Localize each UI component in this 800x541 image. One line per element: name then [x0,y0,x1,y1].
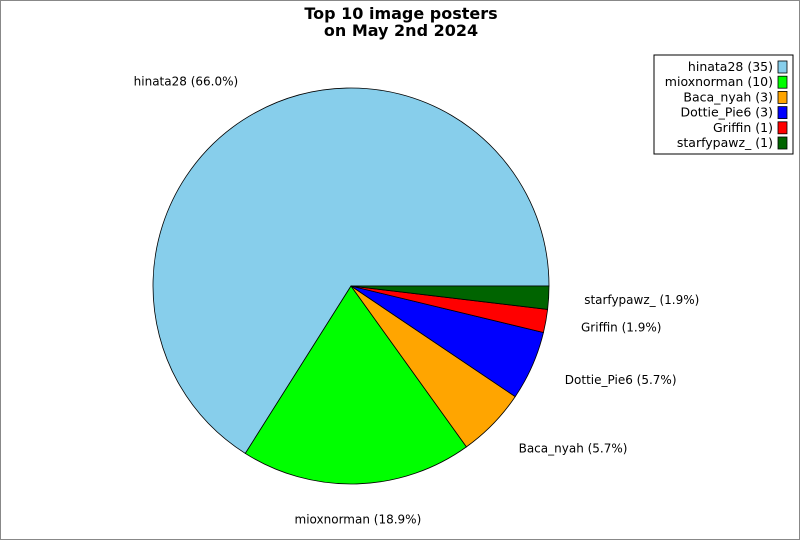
pie-slices [152,87,550,485]
chart-title-line-1: Top 10 image posters [304,4,497,23]
pie-slice-hinata28 [152,87,550,454]
chart-legend: hinata28 (35)mioxnorman (10)Baca_nyah (3… [653,54,794,155]
slice-label-griffin: Griffin (1.9%) [581,320,661,334]
legend-swatch-mioxnorman [777,75,788,89]
legend-label-baca-nyah: Baca_nyah (3) [683,89,773,104]
pie-slice-mioxnorman [244,285,467,485]
slice-label-hinata28: hinata28 (66.0%) [134,74,239,88]
slice-label-dottie-pie6: Dottie_Pie6 (5.7%) [565,373,677,387]
pie-slice-labels: hinata28 (66.0%) mioxnorman (18.9%) Baca_n… [134,74,700,526]
legend-label-dottie-pie6: Dottie_Pie6 (3) [680,105,773,120]
slice-label-baca-nyah: Baca_nyah (5.7%) [519,442,628,456]
legend-label-griffin: Griffin (1) [713,120,773,135]
legend-label-starfypawz-: starfypawz_ (1) [677,135,773,150]
legend-box [653,54,794,155]
legend-label-hinata28: hinata28 (35) [688,59,773,74]
pie-slice-starfypawz- [350,285,550,310]
legend-swatch-hinata28 [777,60,788,74]
legend-label-mioxnorman: mioxnorman (10) [665,74,773,89]
legend-swatch-baca-nyah [777,91,788,104]
legend-items: hinata28 (35)mioxnorman (10)Baca_nyah (3… [665,59,788,150]
chart-title-line-2: on May 2nd 2024 [324,21,478,40]
slice-label-mioxnorman: mioxnorman (18.9%) [295,513,422,527]
slice-label-starfypawz-: starfypawz_ (1.9%) [584,293,699,307]
legend-swatch-griffin [777,121,788,135]
legend-swatch-starfypawz- [777,136,788,150]
legend-swatch-dottie-pie6 [777,106,788,119]
